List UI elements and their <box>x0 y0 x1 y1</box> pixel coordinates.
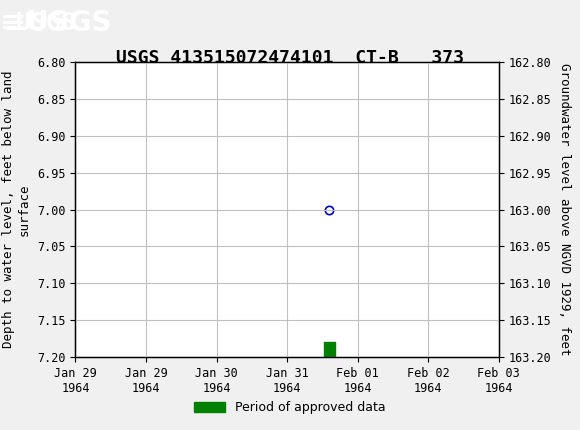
Legend: Period of approved data: Period of approved data <box>189 396 391 419</box>
Text: ≡USGS: ≡USGS <box>2 11 77 34</box>
Text: ≡USGS: ≡USGS <box>3 9 111 37</box>
Y-axis label: Groundwater level above NGVD 1929, feet: Groundwater level above NGVD 1929, feet <box>558 63 571 356</box>
Y-axis label: Depth to water level, feet below land
surface: Depth to water level, feet below land su… <box>2 71 30 348</box>
Text: USGS 413515072474101  CT-B   373: USGS 413515072474101 CT-B 373 <box>116 49 464 67</box>
